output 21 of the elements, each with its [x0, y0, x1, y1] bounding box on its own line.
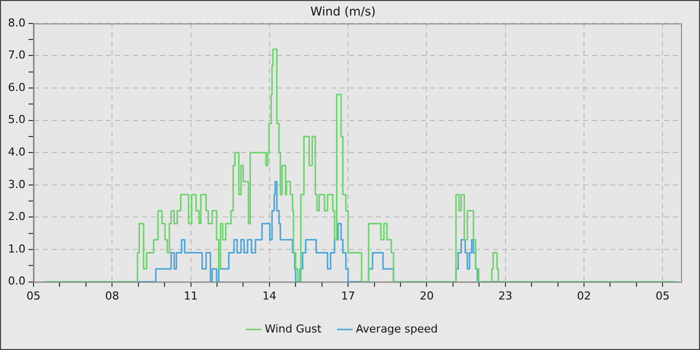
- y-tick-label: 3.0: [8, 178, 26, 191]
- legend-label: Average speed: [356, 322, 438, 336]
- x-tick-label: 23: [498, 289, 512, 302]
- y-tick-label: 0.0: [8, 274, 26, 288]
- y-tick-label: 5.0: [8, 113, 26, 126]
- x-tick-label: 14: [262, 289, 276, 302]
- x-tick-label: 05: [26, 289, 40, 302]
- y-tick-label: 4.0: [8, 145, 26, 158]
- x-tick-label: 17: [341, 289, 356, 302]
- x-tick-label: 11: [184, 289, 198, 302]
- y-tick-label: 2.0: [8, 210, 26, 224]
- y-tick-label: 7.0: [8, 48, 26, 62]
- legend-label: Wind Gust: [264, 322, 322, 336]
- y-tick-label: 1.0: [8, 242, 26, 256]
- y-tick-label: 8.0: [8, 16, 26, 30]
- x-tick-label: 08: [105, 289, 120, 302]
- x-tick-label: 05: [656, 289, 670, 302]
- x-tick-label: 02: [577, 289, 592, 302]
- chart-title: Wind (m/s): [310, 4, 376, 18]
- y-tick-label: 6.0: [8, 80, 26, 94]
- x-tick-label: 20: [420, 289, 434, 302]
